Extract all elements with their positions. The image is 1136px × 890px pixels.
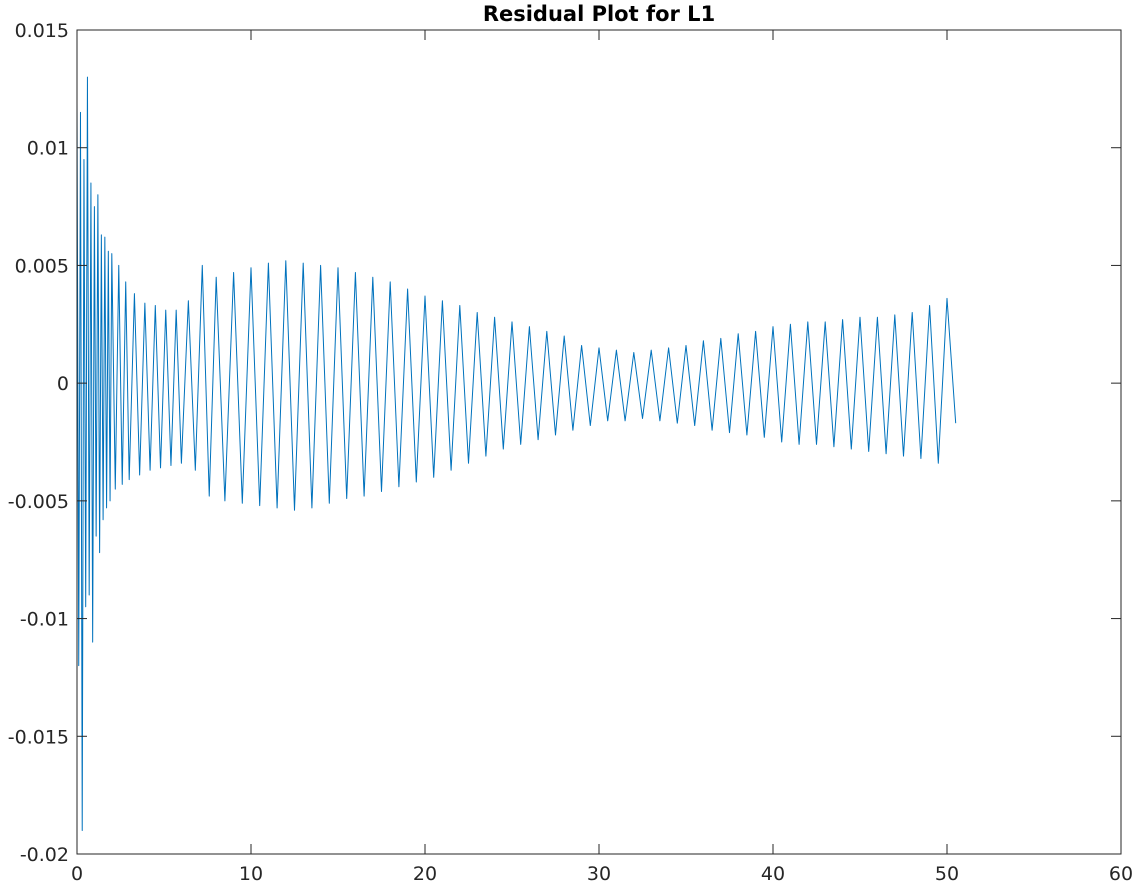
y-tick-label: 0.015 [15,20,69,42]
x-tick-label: 20 [413,863,437,885]
axes-box [76,29,1122,855]
series-line-0 [76,76,957,831]
x-tick-label: 40 [761,863,785,885]
y-axis-ticks: -0.02 -0.015 -0.01 -0.005 0 0.005 0.01 0.015 [8,20,1121,866]
plot-area [76,76,957,831]
x-tick-label: 60 [1109,863,1133,885]
x-tick-label: 30 [587,863,611,885]
x-axis-ticks: 0 10 20 30 40 50 60 [71,30,1133,885]
y-tick-label: 0.005 [15,255,69,277]
y-tick-label: 0 [57,373,69,395]
y-tick-label: -0.005 [8,491,69,513]
y-tick-label: -0.02 [20,844,69,866]
chart-title: Residual Plot for L1 [483,2,715,26]
y-tick-label: -0.015 [8,726,69,748]
y-tick-label: 0.01 [27,138,69,160]
y-tick-label: -0.01 [20,609,69,631]
x-tick-label: 0 [71,863,83,885]
x-tick-label: 50 [935,863,959,885]
x-tick-label: 10 [239,863,263,885]
axes-frame [76,29,1122,855]
